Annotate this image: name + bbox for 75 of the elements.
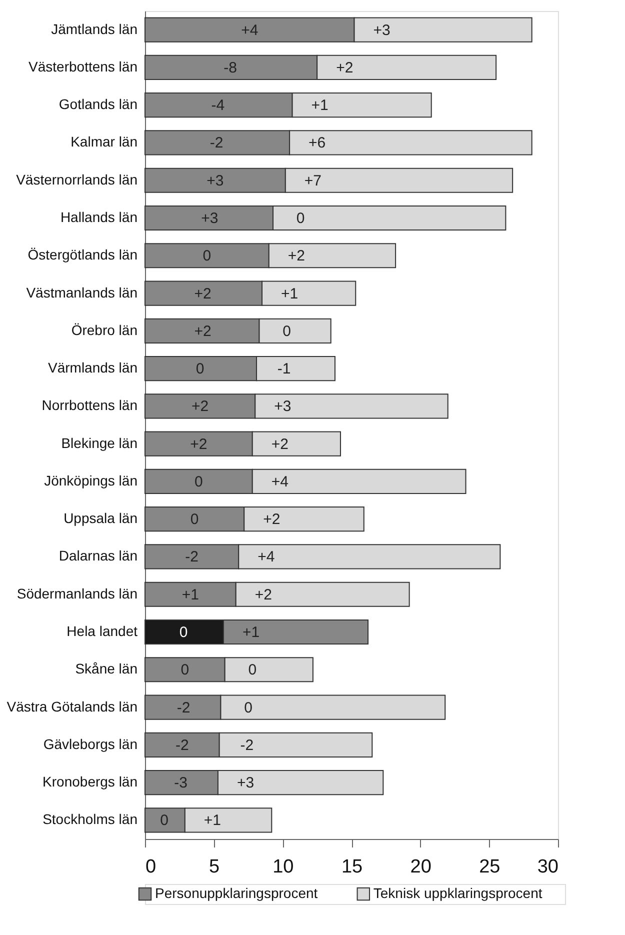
annotation: +3 <box>373 22 390 39</box>
annotation: 0 <box>202 248 212 265</box>
annotation: +2 <box>194 322 212 340</box>
annotation: +3 <box>236 774 254 792</box>
annotation: +4 <box>241 22 258 39</box>
annotation: 0 <box>282 322 291 340</box>
y-tick-label: Uppsala län <box>64 510 138 526</box>
annotation: +2 <box>190 436 208 453</box>
y-tick-label: Skåne län <box>75 660 138 677</box>
annotation: +1 <box>311 97 328 114</box>
x-tick-label: 25 <box>479 856 500 878</box>
annotation: 0 <box>244 699 252 716</box>
annotation: +1 <box>242 624 260 641</box>
y-tick-label: Jämtlands län <box>51 20 138 37</box>
y-tick-label: Jönköpings län <box>44 472 138 488</box>
annotation: +6 <box>308 134 326 152</box>
y-tick-label: Västmanlands län <box>26 284 138 300</box>
y-tick-label: Stockholms län <box>42 811 138 828</box>
legend-label: Personuppklaringsprocent <box>155 885 318 901</box>
x-tick-label: 10 <box>272 856 294 878</box>
y-tick-label: Värmlands län <box>48 360 138 376</box>
y-tick-label: Västerbottens län <box>28 58 138 74</box>
y-tick-label: Östergötlands län <box>28 246 138 263</box>
annotation: +1 <box>204 812 222 830</box>
annotation: -3 <box>174 774 188 792</box>
annotation: -2 <box>176 736 189 754</box>
annotation: +3 <box>206 172 224 190</box>
annotation: 0 <box>194 473 203 490</box>
y-tick-label: Hela landet <box>66 623 138 639</box>
y-tick-label: Blekinge län <box>61 434 138 451</box>
annotation: -2 <box>176 699 190 716</box>
y-tick-label: Hallands län <box>60 209 138 225</box>
x-tick-label: 20 <box>410 856 432 878</box>
annotation: +2 <box>194 285 212 302</box>
x-tick-label: 5 <box>209 856 220 878</box>
annotation: -8 <box>224 59 238 76</box>
annotation: -4 <box>211 97 225 114</box>
annotation: +2 <box>192 398 209 416</box>
y-tick-label: Kronobergs län <box>42 774 138 790</box>
y-tick-label: Örebro län <box>71 322 138 338</box>
annotation: 0 <box>248 662 257 679</box>
x-tick-label: 15 <box>341 856 363 878</box>
annotation: +2 <box>288 248 305 265</box>
annotation: -2 <box>210 134 224 152</box>
annotation: +2 <box>271 436 288 453</box>
y-tick-label: Gotlands län <box>58 96 138 112</box>
annotation: 0 <box>296 210 305 227</box>
annotation: +1 <box>280 285 298 302</box>
y-tick-label: Södermanlands län <box>16 585 138 602</box>
annotation: +2 <box>336 59 354 76</box>
annotation: +2 <box>254 586 272 604</box>
annotation: +4 <box>271 473 288 490</box>
y-tick-label: Gävleborgs län <box>43 736 138 752</box>
annotation: 0 <box>196 360 204 378</box>
y-tick-label: Norrbottens län <box>42 397 138 414</box>
y-tick-label: Kalmar län <box>70 134 138 150</box>
annotation: +3 <box>274 398 292 416</box>
annotation: +4 <box>258 548 275 566</box>
y-tick-label: Dalarnas län <box>58 548 138 564</box>
annotation: +7 <box>304 172 322 190</box>
annotation: +2 <box>263 511 280 528</box>
annotation: -2 <box>240 736 254 754</box>
y-tick-label: Västernorrlands län <box>16 171 138 188</box>
x-tick-label: 0 <box>146 856 156 878</box>
annotation: -2 <box>185 548 198 566</box>
annotation: 0 <box>180 662 190 679</box>
x-tick-label: 30 <box>537 856 558 878</box>
legend-label: Teknisk uppklaringsprocent <box>373 885 542 901</box>
annotation: 0 <box>190 511 199 528</box>
annotation: +1 <box>182 586 199 604</box>
annotation: -1 <box>277 360 291 378</box>
annotation: 0 <box>179 624 188 641</box>
annotation: 0 <box>160 812 168 830</box>
y-tick-label: Västra Götalands län <box>6 698 138 714</box>
annotation: +3 <box>201 210 218 227</box>
